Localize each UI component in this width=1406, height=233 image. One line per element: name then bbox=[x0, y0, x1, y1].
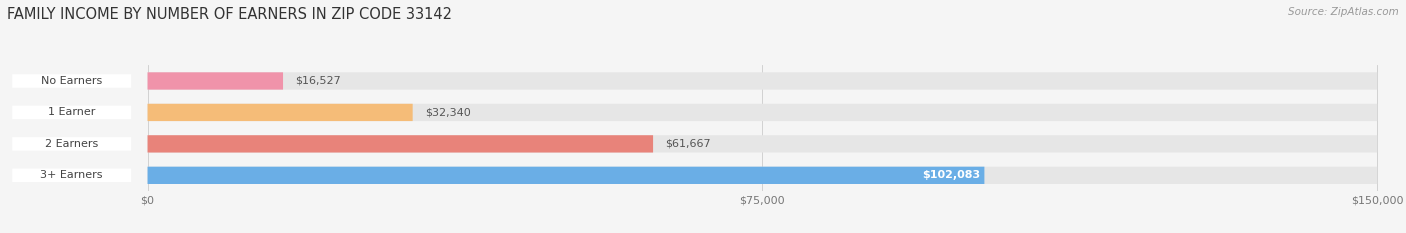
Text: $16,527: $16,527 bbox=[295, 76, 342, 86]
Text: $32,340: $32,340 bbox=[425, 107, 471, 117]
Text: Source: ZipAtlas.com: Source: ZipAtlas.com bbox=[1288, 7, 1399, 17]
Text: No Earners: No Earners bbox=[41, 76, 103, 86]
FancyBboxPatch shape bbox=[148, 135, 1378, 153]
FancyBboxPatch shape bbox=[13, 137, 131, 151]
FancyBboxPatch shape bbox=[13, 169, 131, 182]
Text: 2 Earners: 2 Earners bbox=[45, 139, 98, 149]
FancyBboxPatch shape bbox=[13, 74, 131, 88]
FancyBboxPatch shape bbox=[148, 72, 283, 90]
FancyBboxPatch shape bbox=[148, 72, 1378, 90]
Text: $102,083: $102,083 bbox=[922, 170, 980, 180]
FancyBboxPatch shape bbox=[148, 167, 1378, 184]
FancyBboxPatch shape bbox=[148, 104, 1378, 121]
Text: 1 Earner: 1 Earner bbox=[48, 107, 96, 117]
Text: 3+ Earners: 3+ Earners bbox=[41, 170, 103, 180]
FancyBboxPatch shape bbox=[148, 167, 984, 184]
Text: $61,667: $61,667 bbox=[665, 139, 711, 149]
Text: FAMILY INCOME BY NUMBER OF EARNERS IN ZIP CODE 33142: FAMILY INCOME BY NUMBER OF EARNERS IN ZI… bbox=[7, 7, 453, 22]
FancyBboxPatch shape bbox=[148, 104, 413, 121]
FancyBboxPatch shape bbox=[13, 106, 131, 119]
FancyBboxPatch shape bbox=[148, 135, 652, 153]
